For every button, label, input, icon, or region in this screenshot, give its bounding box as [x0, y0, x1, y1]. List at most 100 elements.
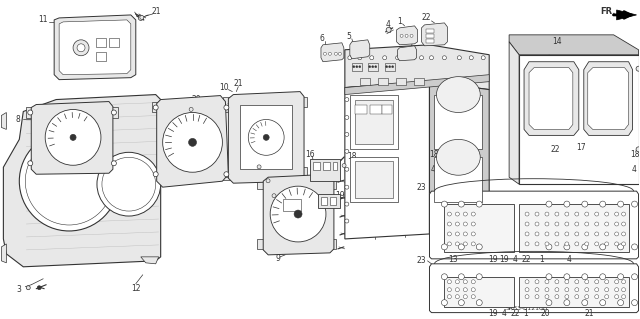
Bar: [283, 199, 301, 211]
Circle shape: [585, 212, 589, 216]
Circle shape: [400, 34, 403, 37]
Circle shape: [97, 152, 161, 216]
Text: 19: 19: [499, 255, 509, 264]
Circle shape: [272, 194, 276, 198]
Circle shape: [614, 232, 619, 236]
Ellipse shape: [436, 139, 480, 175]
Polygon shape: [524, 62, 579, 135]
Bar: [519, 204, 628, 252]
Circle shape: [408, 56, 412, 60]
Circle shape: [471, 242, 476, 246]
Circle shape: [455, 232, 460, 236]
Circle shape: [614, 288, 619, 292]
Circle shape: [471, 232, 476, 236]
Circle shape: [525, 288, 529, 292]
Circle shape: [545, 222, 549, 226]
Circle shape: [442, 244, 447, 250]
Circle shape: [447, 222, 451, 226]
Bar: [413, 78, 424, 85]
Circle shape: [582, 201, 588, 207]
Circle shape: [392, 66, 394, 68]
Circle shape: [447, 212, 451, 216]
Circle shape: [77, 44, 85, 52]
Circle shape: [621, 288, 625, 292]
Polygon shape: [509, 35, 639, 55]
Bar: [426, 29, 435, 33]
Circle shape: [525, 222, 529, 226]
Circle shape: [565, 295, 569, 299]
Circle shape: [546, 274, 552, 280]
Bar: [223, 101, 230, 113]
Bar: [223, 97, 232, 107]
Circle shape: [545, 295, 549, 299]
Bar: [435, 94, 482, 149]
Circle shape: [224, 172, 229, 177]
Text: 15: 15: [325, 203, 335, 211]
Text: 1: 1: [540, 255, 545, 264]
Circle shape: [345, 115, 349, 120]
Polygon shape: [397, 26, 417, 45]
Polygon shape: [429, 191, 639, 259]
Circle shape: [632, 300, 637, 306]
Bar: [310, 159, 340, 181]
Circle shape: [138, 15, 143, 20]
Circle shape: [585, 288, 589, 292]
Bar: [318, 194, 340, 208]
Circle shape: [111, 161, 116, 166]
Circle shape: [614, 212, 619, 216]
Bar: [223, 167, 232, 177]
Polygon shape: [321, 43, 344, 62]
Circle shape: [582, 244, 588, 250]
Circle shape: [248, 120, 284, 155]
Circle shape: [545, 242, 549, 246]
Circle shape: [632, 274, 637, 280]
Text: 18: 18: [268, 183, 277, 192]
Circle shape: [372, 66, 374, 68]
Circle shape: [28, 161, 33, 166]
Polygon shape: [345, 75, 489, 94]
Bar: [110, 157, 118, 169]
Text: 4: 4: [513, 255, 518, 264]
Text: 18: 18: [429, 150, 438, 159]
Circle shape: [585, 232, 589, 236]
Circle shape: [600, 300, 605, 306]
Circle shape: [595, 212, 598, 216]
Bar: [26, 157, 35, 169]
Bar: [328, 179, 336, 189]
Polygon shape: [429, 264, 639, 313]
Circle shape: [463, 280, 467, 284]
Circle shape: [565, 242, 569, 246]
Circle shape: [348, 56, 352, 60]
Circle shape: [369, 66, 371, 68]
Text: 18: 18: [253, 167, 263, 176]
Bar: [330, 197, 336, 205]
Circle shape: [582, 274, 588, 280]
Bar: [110, 107, 118, 118]
Circle shape: [575, 232, 579, 236]
Circle shape: [345, 98, 349, 101]
Circle shape: [353, 66, 355, 68]
Circle shape: [458, 274, 464, 280]
Text: 23: 23: [417, 183, 426, 192]
Circle shape: [455, 222, 460, 226]
Bar: [426, 39, 435, 43]
Bar: [299, 97, 307, 107]
Text: 11: 11: [38, 15, 48, 25]
Circle shape: [356, 66, 358, 68]
Circle shape: [595, 280, 598, 284]
Polygon shape: [31, 101, 113, 174]
Polygon shape: [350, 40, 370, 59]
Text: 22: 22: [522, 255, 531, 264]
Circle shape: [585, 242, 589, 246]
Text: 19: 19: [335, 191, 345, 200]
Circle shape: [555, 280, 559, 284]
Circle shape: [545, 288, 549, 292]
Circle shape: [481, 56, 485, 60]
Circle shape: [339, 52, 341, 55]
Circle shape: [455, 242, 460, 246]
Circle shape: [545, 232, 549, 236]
Bar: [368, 63, 378, 71]
Circle shape: [335, 52, 337, 55]
Circle shape: [19, 131, 119, 231]
Text: 21: 21: [152, 7, 161, 17]
